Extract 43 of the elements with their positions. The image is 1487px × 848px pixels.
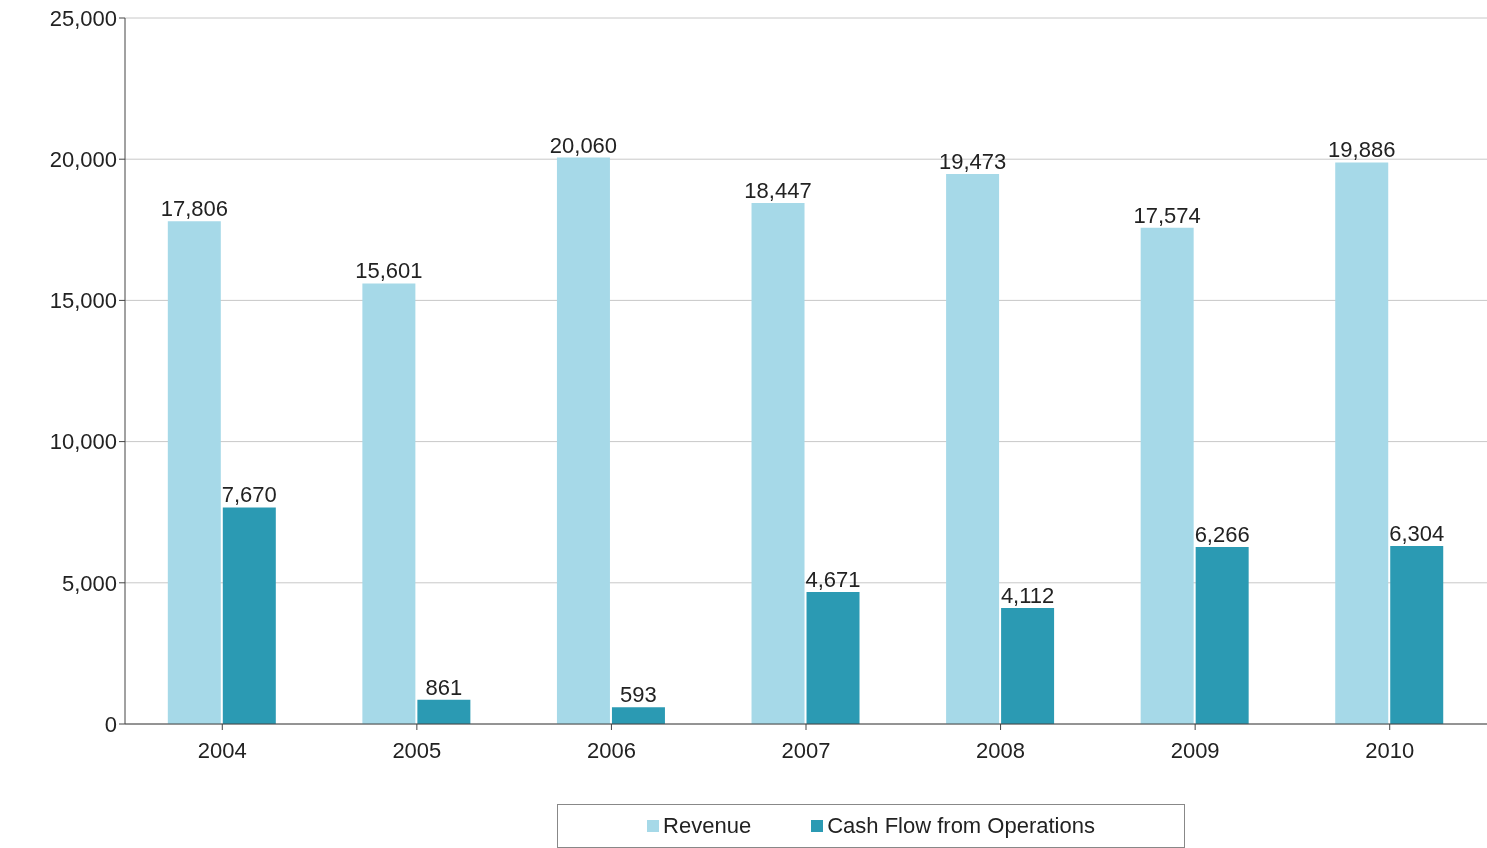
y-tick-label: 20,000: [49, 147, 117, 173]
x-tick-label: 2007: [781, 737, 831, 763]
data-label: 18,447: [744, 178, 812, 204]
data-label: 861: [425, 674, 463, 700]
data-label: 19,473: [938, 149, 1007, 175]
x-tick-label: 2005: [392, 737, 442, 763]
data-label: 4,671: [805, 567, 861, 593]
bar: [611, 707, 665, 724]
data-label: 7,670: [221, 482, 277, 508]
x-tick-label: 2009: [1170, 737, 1220, 763]
y-tick-label: 15,000: [49, 288, 117, 314]
data-label: 6,304: [1389, 520, 1445, 546]
y-tick-label: 5,000: [61, 570, 117, 596]
y-tick-label: 10,000: [49, 429, 117, 455]
bar: [1335, 162, 1389, 724]
data-label: 17,574: [1133, 202, 1201, 228]
data-label: 593: [620, 682, 657, 708]
bar: [1390, 545, 1444, 724]
y-tick-label: 0: [104, 711, 117, 737]
data-label: 19,886: [1328, 137, 1396, 163]
data-label: 15,601: [355, 258, 423, 284]
bar: [1140, 227, 1194, 724]
bar: [362, 283, 416, 724]
bar: [751, 203, 805, 724]
bar: [556, 157, 610, 724]
bar: [167, 221, 221, 724]
x-tick-label: 2010: [1365, 737, 1415, 763]
bar: [1195, 547, 1249, 724]
data-label: 6,266: [1194, 522, 1250, 548]
x-tick-label: 2006: [586, 737, 636, 763]
bar: [222, 507, 276, 724]
data-label: 4,112: [1000, 582, 1055, 608]
legend-label: Cash Flow from Operations: [826, 813, 1095, 839]
y-tick-label: 25,000: [49, 5, 117, 31]
bar: [1001, 607, 1055, 724]
legend-label: Revenue: [662, 813, 752, 839]
bar: [946, 174, 1000, 724]
data-label: 17,806: [160, 196, 228, 222]
x-tick-label: 2004: [197, 737, 247, 763]
data-label: 20,060: [549, 132, 618, 158]
x-tick-label: 2008: [976, 737, 1026, 763]
bar: [806, 592, 860, 724]
bar: [417, 699, 471, 724]
